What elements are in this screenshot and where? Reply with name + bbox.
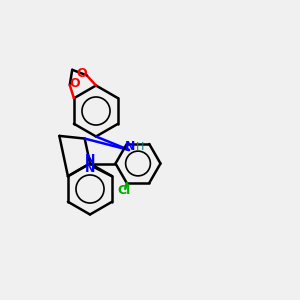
Text: H: H (136, 142, 145, 152)
Text: N: N (85, 153, 95, 167)
Text: N: N (125, 140, 136, 154)
Text: O: O (69, 77, 80, 90)
Text: N: N (85, 161, 95, 175)
Text: O: O (77, 67, 88, 80)
Text: Cl: Cl (117, 184, 130, 197)
